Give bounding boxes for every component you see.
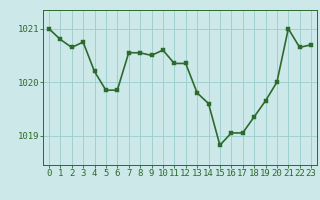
- Text: Graphe pression niveau de la mer (hPa): Graphe pression niveau de la mer (hPa): [41, 183, 279, 194]
